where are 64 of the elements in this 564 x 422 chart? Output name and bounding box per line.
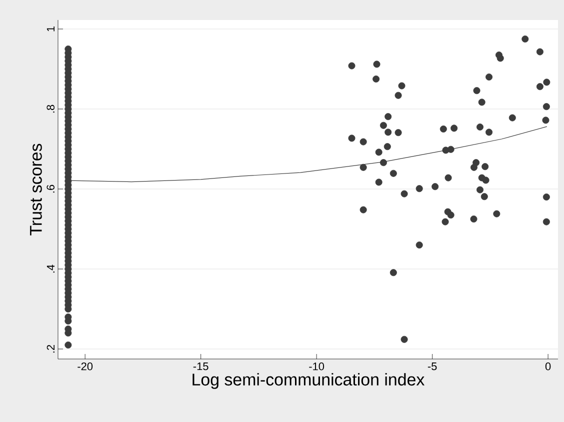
point bbox=[470, 215, 478, 222]
point bbox=[536, 48, 544, 56]
y-tick-label: .4 bbox=[46, 264, 54, 273]
point bbox=[360, 206, 367, 214]
point bbox=[380, 159, 387, 166]
point bbox=[394, 129, 402, 136]
point bbox=[390, 269, 397, 276]
point bbox=[486, 73, 493, 80]
point bbox=[482, 163, 489, 170]
point bbox=[432, 183, 439, 190]
point bbox=[372, 75, 380, 82]
x-tick-label: -5 bbox=[428, 362, 437, 370]
point bbox=[384, 143, 391, 150]
x-tick-label: -10 bbox=[309, 362, 324, 370]
point bbox=[493, 210, 500, 218]
point bbox=[482, 176, 490, 184]
x-tick-label: -15 bbox=[193, 362, 208, 370]
point bbox=[543, 78, 550, 86]
point bbox=[542, 116, 550, 124]
point bbox=[450, 124, 458, 132]
point bbox=[470, 164, 478, 171]
x-axis-title: Log semi-communication index bbox=[192, 373, 424, 389]
y-tick-label: .8 bbox=[46, 104, 54, 113]
y-tick-label: .2 bbox=[46, 344, 54, 353]
point bbox=[348, 134, 356, 142]
point bbox=[542, 103, 550, 110]
point bbox=[394, 92, 402, 99]
point bbox=[486, 128, 493, 136]
point bbox=[440, 125, 447, 132]
point bbox=[444, 174, 452, 182]
point bbox=[496, 54, 504, 62]
point bbox=[380, 122, 387, 129]
point bbox=[522, 35, 529, 42]
point bbox=[375, 148, 382, 156]
point bbox=[390, 170, 397, 177]
point bbox=[348, 62, 356, 70]
y-axis-title: Trust scores bbox=[30, 144, 42, 236]
point bbox=[384, 113, 392, 120]
point bbox=[373, 60, 380, 68]
point bbox=[536, 83, 544, 90]
point bbox=[508, 114, 516, 122]
point bbox=[447, 211, 454, 218]
point bbox=[400, 190, 408, 198]
point bbox=[478, 98, 486, 106]
point bbox=[473, 87, 480, 94]
x-tick-label: -20 bbox=[78, 362, 93, 370]
point bbox=[476, 186, 484, 194]
point bbox=[480, 193, 488, 200]
x-tick-label: 0 bbox=[545, 362, 551, 370]
y-tick-label: .6 bbox=[46, 184, 54, 193]
point bbox=[476, 123, 484, 130]
point bbox=[542, 193, 550, 200]
point bbox=[416, 241, 423, 248]
point bbox=[447, 146, 454, 153]
point bbox=[360, 164, 367, 171]
point bbox=[442, 218, 449, 226]
point bbox=[542, 218, 550, 226]
point bbox=[375, 178, 382, 186]
point bbox=[400, 336, 408, 343]
point bbox=[398, 82, 406, 90]
y-tick-label: 1 bbox=[46, 26, 54, 32]
point bbox=[360, 138, 367, 146]
point bbox=[416, 185, 423, 192]
point bbox=[384, 128, 392, 136]
